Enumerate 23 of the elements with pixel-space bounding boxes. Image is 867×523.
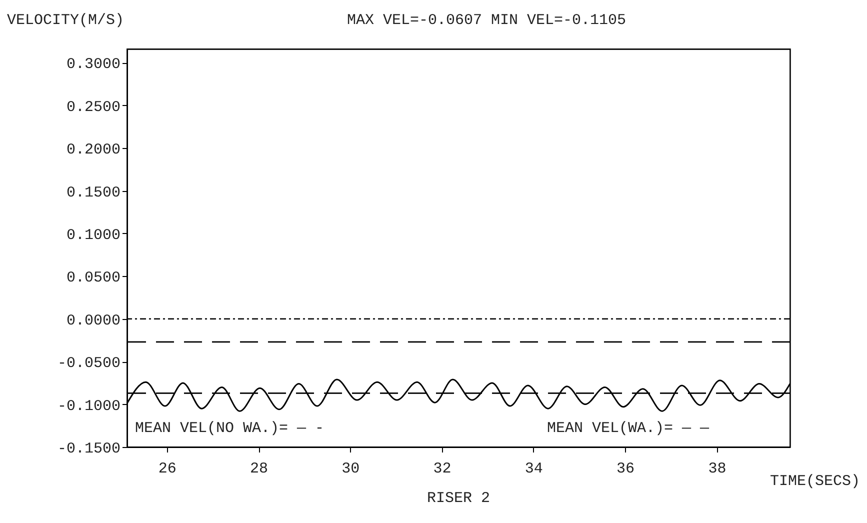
y-tick-label: 0.2500: [66, 98, 120, 116]
y-axis-title: VELOCITY(M/S): [7, 12, 124, 29]
x-tick-label: 34: [524, 460, 543, 478]
x-axis-title: TIME(SECS): [770, 473, 860, 490]
x-tick-label: 30: [342, 460, 360, 478]
y-tick-label: -0.0500: [57, 355, 120, 372]
annotation: MEAN VEL(NO WA.)= — -: [135, 420, 324, 437]
y-tick-label: 0.2000: [66, 142, 120, 159]
x-tick-label: 32: [433, 460, 452, 478]
text: RISER 2: [426, 490, 490, 507]
x-tick-label: 28: [250, 460, 268, 478]
y-tick-label: 0.1000: [66, 226, 120, 244]
y-tick-label: 0.1500: [66, 184, 120, 202]
y-tick-label: 0.0500: [66, 270, 120, 287]
y-tick-label: -0.1000: [57, 398, 120, 415]
text: MAX VEL=-0.0607 MIN VEL=-0.1105: [347, 12, 626, 29]
x-tick-label: 36: [616, 460, 635, 478]
annotation: MEAN VEL(WA.)= — —: [547, 420, 710, 437]
y-tick-label: 0.0000: [66, 312, 120, 330]
y-tick-label: -0.1500: [57, 440, 120, 458]
x-tick-label: 26: [158, 460, 176, 478]
y-tick-label: 0.3000: [66, 56, 120, 74]
x-tick-label: 38: [708, 460, 726, 478]
